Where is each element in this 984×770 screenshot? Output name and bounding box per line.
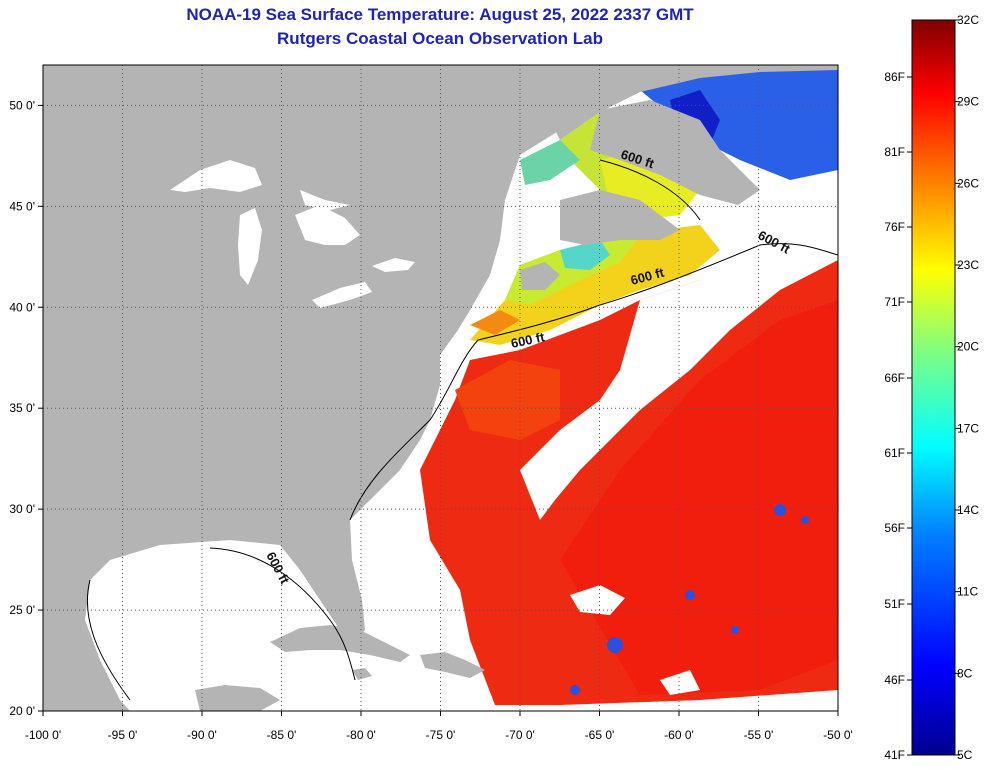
map-subtitle: Rutgers Coastal Ocean Observation Lab [277, 29, 603, 48]
colorbar-celsius-label: 14C [957, 503, 979, 517]
longitude-axis: -100 0' -95 0' -90 0' -85 0' -80 0' -75 0' -70… [25, 711, 853, 742]
map-title: NOAA-19 Sea Surface Temperature: August … [186, 5, 694, 24]
lat-tick-label: 30 0' [9, 502, 35, 516]
colorbar-fahrenheit-label: 46F [884, 673, 905, 687]
isobath-contours [86, 159, 839, 701]
colorbar-fahrenheit-label: 66F [884, 371, 905, 385]
colorbar-celsius-label: 32C [957, 13, 979, 27]
sst-cold-patches [570, 504, 809, 695]
sst-warm-water [420, 250, 838, 705]
colorbar-fahrenheit-label: 56F [884, 521, 905, 535]
lon-tick-label: -90 0' [187, 728, 217, 742]
great-lakes [170, 160, 415, 308]
colorbar-celsius-label: 11C [957, 585, 978, 599]
latitude-axis: 20 0' 25 0' 30 0' 35 0' 40 0' 45 0' 50 0' [9, 98, 43, 718]
lat-tick-label: 35 0' [9, 401, 35, 415]
graticule [43, 65, 838, 711]
lon-tick-label: -80 0' [346, 728, 376, 742]
colorbar-fahrenheit-label: 71F [884, 295, 905, 309]
colorbar-celsius-label: 26C [957, 176, 979, 190]
colorbar-celsius-label: 20C [957, 340, 979, 354]
land-mass [43, 65, 838, 711]
lat-tick-label: 20 0' [9, 704, 35, 718]
isobath-label: 600 ft [510, 329, 547, 351]
colorbar-celsius-label: 8C [957, 666, 973, 680]
lon-tick-label: -65 0' [585, 728, 615, 742]
lon-tick-label: -55 0' [744, 728, 774, 742]
colorbar-celsius-label: 17C [957, 421, 979, 435]
colorbar-fahrenheit-label: 51F [884, 597, 905, 611]
lat-tick-label: 40 0' [9, 300, 35, 314]
lon-tick-label: -70 0' [505, 728, 535, 742]
lat-tick-label: 25 0' [9, 603, 35, 617]
colorbar-celsius-label: 23C [957, 258, 979, 272]
lon-tick-label: -50 0' [823, 728, 853, 742]
lat-tick-label: 45 0' [9, 199, 35, 213]
colorbar-celsius-label: 5C [957, 748, 973, 762]
colorbar-gradient [911, 19, 956, 756]
colorbar-fahrenheit-label: 41F [884, 748, 905, 762]
lon-tick-label: -100 0' [25, 728, 61, 742]
lon-tick-label: -60 0' [664, 728, 694, 742]
colorbar-fahrenheit-label: 81F [884, 145, 905, 159]
lon-tick-label: -95 0' [108, 728, 138, 742]
lon-tick-label: -85 0' [267, 728, 297, 742]
lon-tick-label: -75 0' [426, 728, 456, 742]
colorbar-fahrenheit-label: 86F [884, 70, 905, 84]
colorbar-celsius-label: 29C [957, 95, 979, 109]
colorbar-fahrenheit-label: 61F [884, 446, 905, 460]
lat-tick-label: 50 0' [9, 98, 35, 112]
color-scale: 32C 29C 26C 23C 20C 17C 14C 11C 8C 5C 86F 81F 76F 71F… [884, 13, 979, 762]
colorbar-fahrenheit-label: 76F [884, 220, 905, 234]
